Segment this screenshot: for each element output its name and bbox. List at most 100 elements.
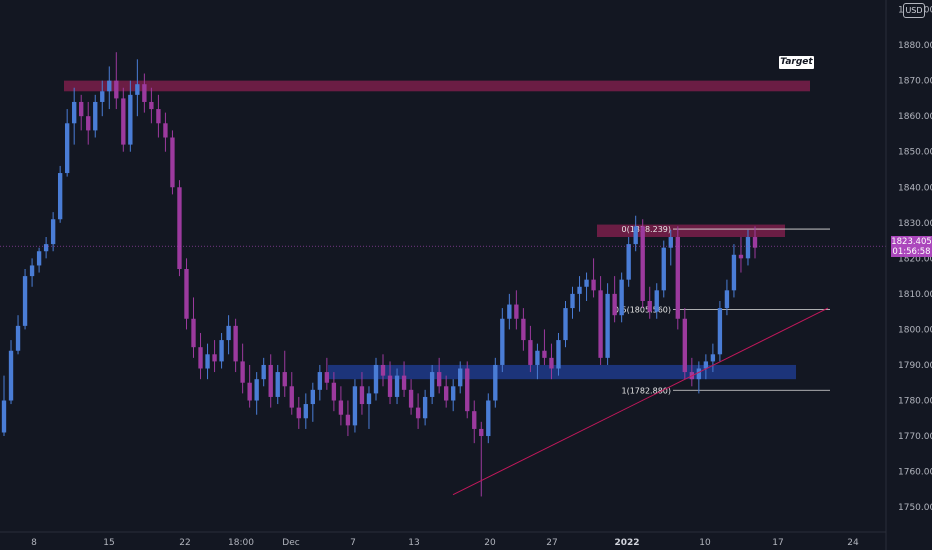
candle: [401, 361, 407, 397]
candle-body: [352, 386, 358, 426]
candle-body: [254, 379, 259, 401]
candle-body: [114, 80, 119, 99]
candle: [647, 286, 652, 319]
trendline: [452, 307, 829, 496]
candle-body: [521, 318, 526, 341]
candle-body: [472, 411, 477, 429]
candle-body: [64, 123, 70, 174]
last-price-value: 1823.405: [891, 237, 932, 247]
candle: [542, 329, 547, 365]
candle: [219, 332, 224, 369]
candle-body: [219, 340, 224, 362]
candle-body: [696, 368, 702, 380]
price-tick-label: 1770.000: [898, 432, 932, 442]
candle: [661, 240, 666, 298]
currency-badge[interactable]: USD: [903, 3, 925, 18]
candle-body: [514, 304, 519, 319]
candle: [514, 290, 519, 330]
candle: [50, 212, 56, 252]
candle-body: [563, 308, 568, 341]
candle: [79, 94, 84, 131]
candle-body: [745, 237, 751, 259]
time-tick-label: 17: [772, 538, 783, 548]
time-tick-label: 13: [408, 538, 419, 548]
candle: [366, 386, 372, 429]
candle: [345, 400, 351, 437]
candle-body: [43, 244, 49, 252]
candle-body: [8, 350, 14, 401]
price-tick-label: 1870.000: [898, 77, 932, 87]
candle: [500, 308, 505, 373]
candle-body: [612, 293, 617, 316]
time-tick-label: 7: [350, 538, 356, 548]
candle: [479, 421, 484, 497]
candle-body: [100, 91, 105, 102]
candle-body: [170, 137, 175, 188]
candle: [331, 372, 337, 412]
candle: [247, 364, 252, 408]
candle: [528, 325, 533, 373]
candle: [570, 286, 575, 319]
candle-body: [296, 407, 301, 419]
candle-body: [345, 414, 351, 426]
time-tick-label: 20: [484, 538, 496, 548]
candle-body: [22, 276, 28, 326]
time-tick-label: 22: [179, 538, 190, 548]
candle: [226, 315, 231, 355]
candle-body: [570, 293, 575, 309]
candle: [507, 293, 512, 330]
candle-body: [86, 116, 91, 131]
candle-body: [149, 101, 154, 110]
candle-body: [591, 279, 596, 291]
candle-body: [366, 393, 372, 405]
candle: [205, 343, 210, 380]
candle-body: [282, 372, 287, 387]
candle: [451, 379, 456, 412]
candle-body: [36, 251, 42, 266]
candle-body: [605, 293, 610, 358]
candle-body: [528, 340, 533, 365]
price-tick-label: 1790.000: [898, 361, 932, 371]
candle: [486, 393, 491, 444]
candle: [198, 332, 203, 380]
candle: [738, 237, 744, 273]
candle: [303, 393, 308, 429]
candles-layer: [1, 52, 758, 497]
candle-body: [212, 354, 217, 362]
candle: [22, 269, 28, 330]
time-tick-label: 24: [847, 538, 859, 548]
candle: [121, 87, 126, 152]
candle-body: [1, 400, 7, 433]
candle-body: [619, 279, 624, 316]
candle-body: [198, 347, 203, 369]
candle: [521, 308, 526, 351]
candle-body: [408, 389, 414, 408]
candle: [408, 379, 414, 415]
candle: [373, 357, 379, 401]
price-axis[interactable]: 1750.000 1760.000 1770.000 1780.000 1790.000…: [898, 6, 932, 514]
candle-body: [703, 361, 709, 369]
candle-body: [268, 364, 273, 397]
candle-body: [79, 101, 84, 117]
candle: [724, 279, 730, 316]
candle: [387, 361, 393, 405]
price-tick-label: 1860.000: [898, 112, 932, 122]
candle: [675, 226, 680, 330]
candle-body: [72, 101, 77, 124]
fib-label-1: 0.5(1805.560): [614, 306, 671, 315]
candle-body: [654, 290, 659, 312]
candle: [710, 343, 716, 373]
price-tick-label: 1810.000: [898, 290, 932, 300]
candle-body: [731, 254, 737, 291]
candle: [394, 368, 400, 405]
time-axis[interactable]: 8 15 22 18:00 Dec 7 13 20 27 2022 10 17 24: [31, 538, 859, 548]
candle-body: [359, 386, 365, 405]
candle: [64, 109, 70, 177]
candle: [745, 229, 751, 266]
candle-body: [233, 325, 238, 362]
candle: [577, 276, 582, 312]
candle-body: [240, 361, 245, 383]
candle: [275, 364, 280, 405]
